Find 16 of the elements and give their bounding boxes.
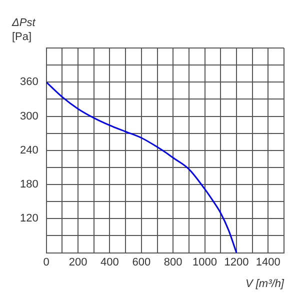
- x-tick-label: 1400: [256, 256, 280, 268]
- x-axis-title: V [m³/h]: [245, 278, 285, 290]
- x-tick-label: 200: [68, 256, 88, 268]
- y-tick-label: 120: [20, 212, 38, 225]
- x-tick-label: 800: [164, 256, 182, 268]
- y-tick-label: 240: [20, 144, 38, 156]
- x-tick-label: 600: [132, 256, 151, 268]
- x-tick-label: 1200: [224, 256, 249, 268]
- line-series: [46, 81, 238, 253]
- y-tick-label: 300: [20, 110, 38, 122]
- x-tick-label: 1000: [192, 256, 218, 268]
- y-tick-label: 180: [20, 178, 38, 191]
- y-axis-title: ΔPst [Pa]: [11, 17, 36, 43]
- x-tick-label: 0: [43, 256, 50, 268]
- y-tick-label: 360: [20, 76, 38, 88]
- x-tick-label: 400: [100, 256, 119, 268]
